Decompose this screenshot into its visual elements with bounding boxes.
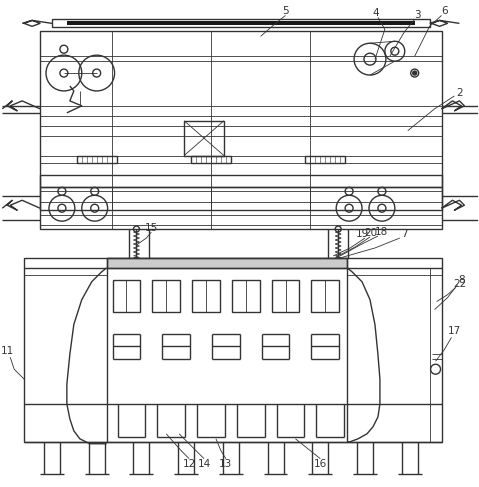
Text: 6: 6 xyxy=(441,6,448,17)
Text: 15: 15 xyxy=(145,223,158,233)
Text: 22: 22 xyxy=(453,279,466,289)
Text: 18: 18 xyxy=(375,227,388,237)
Bar xyxy=(430,268,442,442)
Circle shape xyxy=(413,71,417,75)
Bar xyxy=(52,19,430,27)
Bar xyxy=(40,31,442,210)
Bar xyxy=(272,280,299,312)
Bar xyxy=(306,155,345,164)
Bar xyxy=(152,280,180,312)
Text: 3: 3 xyxy=(414,10,421,20)
Text: 20: 20 xyxy=(365,228,377,238)
Bar xyxy=(24,258,442,442)
Bar xyxy=(107,258,347,268)
Text: 13: 13 xyxy=(219,459,232,468)
Bar xyxy=(311,280,339,312)
Bar xyxy=(67,21,415,25)
Bar xyxy=(191,155,231,164)
Bar xyxy=(184,121,224,155)
Bar xyxy=(40,187,442,229)
Text: 4: 4 xyxy=(373,8,379,19)
Text: 7: 7 xyxy=(401,229,408,239)
Bar xyxy=(192,280,220,312)
Text: 11: 11 xyxy=(0,346,14,356)
Text: 14: 14 xyxy=(197,459,211,468)
Text: 16: 16 xyxy=(314,459,327,468)
Text: 19: 19 xyxy=(355,229,369,239)
Text: 17: 17 xyxy=(448,326,461,337)
Bar xyxy=(232,280,260,312)
Text: 5: 5 xyxy=(282,6,289,17)
Bar xyxy=(113,280,140,312)
Bar xyxy=(40,175,442,187)
Bar xyxy=(77,155,116,164)
Text: 2: 2 xyxy=(456,88,463,98)
Text: 8: 8 xyxy=(458,275,465,285)
Text: 12: 12 xyxy=(182,459,196,468)
